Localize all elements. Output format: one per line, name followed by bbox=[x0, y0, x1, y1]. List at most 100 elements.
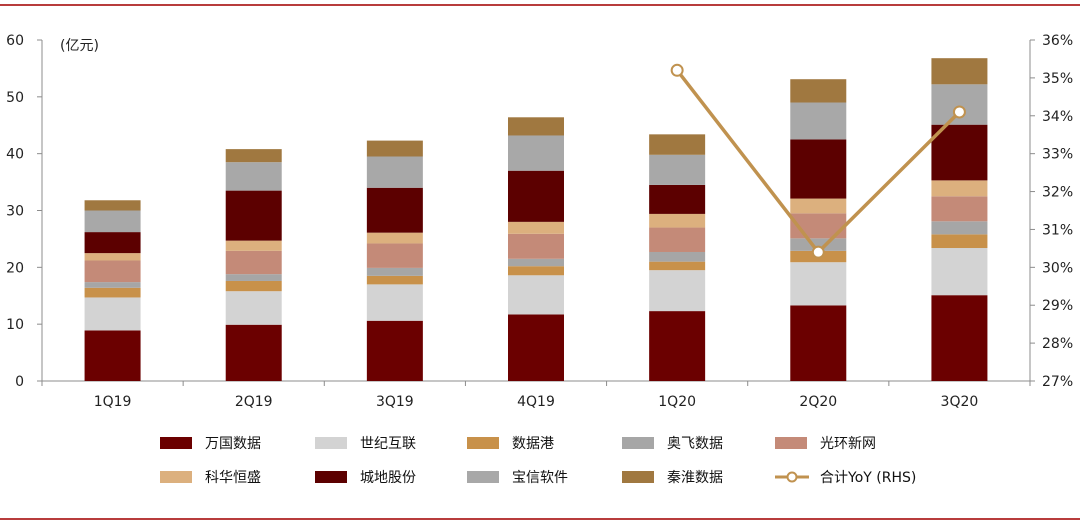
bar-segment bbox=[790, 305, 847, 381]
y-unit-label: (亿元) bbox=[60, 38, 99, 54]
right-tick-label: 35% bbox=[1042, 71, 1073, 87]
bar-segment bbox=[366, 284, 423, 321]
bar-segment bbox=[84, 282, 141, 288]
yoy-point bbox=[670, 63, 684, 77]
right-tick-label: 30% bbox=[1042, 260, 1073, 276]
bar-segment bbox=[649, 154, 706, 185]
left-tick-label: 30 bbox=[6, 204, 24, 220]
bar-segment bbox=[931, 234, 988, 249]
legend-swatch bbox=[160, 437, 192, 449]
legend-marker bbox=[786, 471, 798, 483]
legend-swatch bbox=[315, 437, 347, 449]
left-tick-label: 60 bbox=[6, 33, 24, 49]
left-tick-label: 50 bbox=[6, 90, 24, 106]
bar-segment bbox=[790, 102, 847, 140]
bar-segment bbox=[84, 330, 141, 381]
legend-label: 世纪互联 bbox=[360, 436, 416, 452]
bar-segment bbox=[931, 180, 988, 197]
category-label: 2Q19 bbox=[235, 394, 273, 410]
legend-label: 城地股份 bbox=[360, 470, 416, 486]
right-tick-label: 29% bbox=[1042, 298, 1073, 314]
bar-segment bbox=[84, 232, 141, 254]
chart-bars bbox=[84, 58, 988, 381]
bar-segment bbox=[84, 260, 141, 283]
legend-label: 合计YoY (RHS) bbox=[820, 470, 916, 486]
bar-segment bbox=[508, 233, 564, 259]
bar-segment bbox=[508, 275, 564, 315]
bar-segment bbox=[508, 117, 564, 136]
bar-segment bbox=[84, 297, 141, 331]
bar-segment bbox=[366, 140, 423, 157]
bar-segment bbox=[225, 291, 282, 325]
category-label: 2Q20 bbox=[799, 394, 837, 410]
bar-segment bbox=[649, 184, 706, 214]
bar-segment bbox=[790, 262, 847, 306]
bottom-border-line bbox=[0, 518, 1080, 520]
right-tick-label: 36% bbox=[1042, 33, 1073, 49]
bar-segment bbox=[225, 149, 282, 163]
legend-label: 科华恒盛 bbox=[205, 470, 261, 486]
legend-swatch bbox=[467, 437, 499, 449]
yoy-point bbox=[811, 245, 825, 259]
category-label: 3Q20 bbox=[941, 394, 979, 410]
bar-segment bbox=[225, 240, 282, 251]
legend-label: 宝信软件 bbox=[512, 470, 568, 486]
right-tick-label: 27% bbox=[1042, 374, 1073, 390]
category-label: 1Q20 bbox=[658, 394, 696, 410]
bar-segment bbox=[366, 187, 423, 233]
bar-segment bbox=[649, 270, 706, 312]
legend-swatch bbox=[775, 437, 807, 449]
right-tick-label: 31% bbox=[1042, 222, 1073, 238]
bar-segment bbox=[508, 266, 564, 276]
left-tick-label: 40 bbox=[6, 147, 24, 163]
bar-segment bbox=[225, 274, 282, 281]
bar-segment bbox=[366, 232, 423, 244]
left-tick-label: 10 bbox=[6, 317, 24, 333]
bar-segment bbox=[225, 190, 282, 241]
bar-segment bbox=[931, 295, 988, 381]
legend-label: 秦淮数据 bbox=[667, 470, 723, 486]
right-tick-label: 32% bbox=[1042, 185, 1073, 201]
bar-segment bbox=[931, 58, 988, 85]
category-label: 4Q19 bbox=[517, 394, 555, 410]
category-label: 1Q19 bbox=[94, 394, 132, 410]
bar-segment bbox=[225, 162, 282, 191]
bar-segment bbox=[366, 267, 423, 276]
left-tick-label: 0 bbox=[15, 374, 24, 390]
bar-segment bbox=[790, 198, 847, 214]
bar-segment bbox=[225, 280, 282, 292]
left-tick-label: 20 bbox=[6, 260, 24, 276]
bar-segment bbox=[225, 324, 282, 381]
bar-segment bbox=[508, 314, 564, 381]
right-tick-label: 34% bbox=[1042, 109, 1073, 125]
legend-label: 奥飞数据 bbox=[667, 435, 723, 452]
bar-segment bbox=[508, 221, 564, 234]
legend-swatch bbox=[622, 437, 654, 449]
top-border-line bbox=[0, 4, 1080, 6]
bar-segment bbox=[931, 248, 988, 296]
legend-label: 光环新网 bbox=[820, 436, 876, 452]
bar-segment bbox=[931, 196, 988, 222]
legend-swatch bbox=[622, 471, 654, 483]
bar-segment bbox=[790, 238, 847, 251]
bar-segment bbox=[649, 261, 706, 271]
bar-segment bbox=[84, 200, 141, 211]
bar-segment bbox=[649, 213, 706, 228]
right-tick-label: 33% bbox=[1042, 147, 1073, 163]
bar-segment bbox=[649, 251, 706, 262]
bar-segment bbox=[931, 84, 988, 125]
legend-swatch bbox=[160, 471, 192, 483]
legend-swatch bbox=[315, 471, 347, 483]
bar-segment bbox=[649, 134, 706, 155]
bar-segment bbox=[84, 253, 141, 261]
bar-segment bbox=[649, 227, 706, 252]
yoy-point bbox=[952, 105, 966, 119]
legend-label: 万国数据 bbox=[205, 436, 261, 452]
bar-segment bbox=[84, 287, 141, 298]
category-label: 3Q19 bbox=[376, 394, 414, 410]
bar-segment bbox=[366, 320, 423, 381]
bar-segment bbox=[790, 79, 847, 103]
bar-segment bbox=[931, 221, 988, 235]
bar-segment bbox=[508, 170, 564, 222]
